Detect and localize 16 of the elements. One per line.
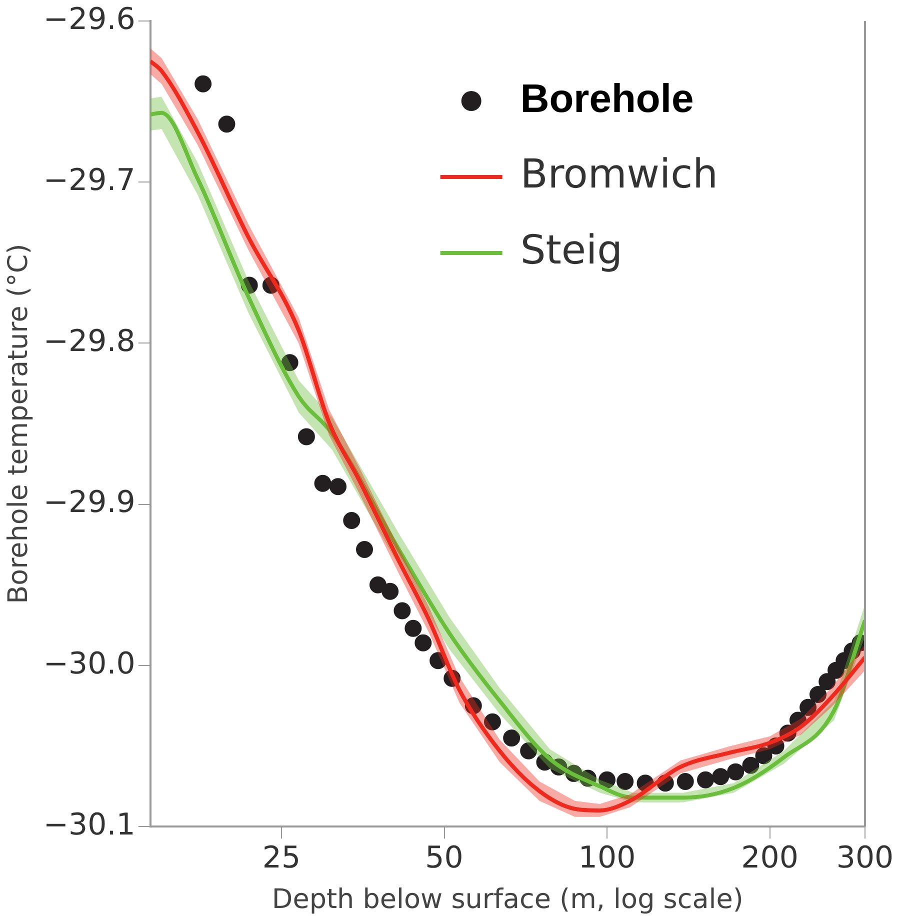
legend-label: Bromwich bbox=[520, 151, 718, 198]
x-tick-label: 300 bbox=[836, 840, 894, 876]
y-tick-label: −29.7 bbox=[43, 162, 136, 198]
x-tick-label: 50 bbox=[425, 840, 464, 876]
y-tick-label: −29.8 bbox=[43, 324, 136, 360]
x-tick-label: 100 bbox=[578, 840, 636, 876]
y-tick-label: −30.0 bbox=[43, 646, 136, 682]
y-tick-label: −30.1 bbox=[43, 807, 136, 842]
y-tick-label: −29.6 bbox=[43, 2, 136, 37]
legend-label: Borehole bbox=[520, 77, 694, 122]
legend-label: Steig bbox=[520, 227, 623, 274]
x-tick-label: 200 bbox=[741, 840, 798, 876]
y-axis-title: Borehole temperature (°C) bbox=[3, 244, 34, 604]
y-tick-label: −29.9 bbox=[43, 485, 136, 520]
x-tick-label: 25 bbox=[262, 840, 301, 876]
x-axis-title: Depth below surface (m, log scale) bbox=[272, 884, 744, 915]
